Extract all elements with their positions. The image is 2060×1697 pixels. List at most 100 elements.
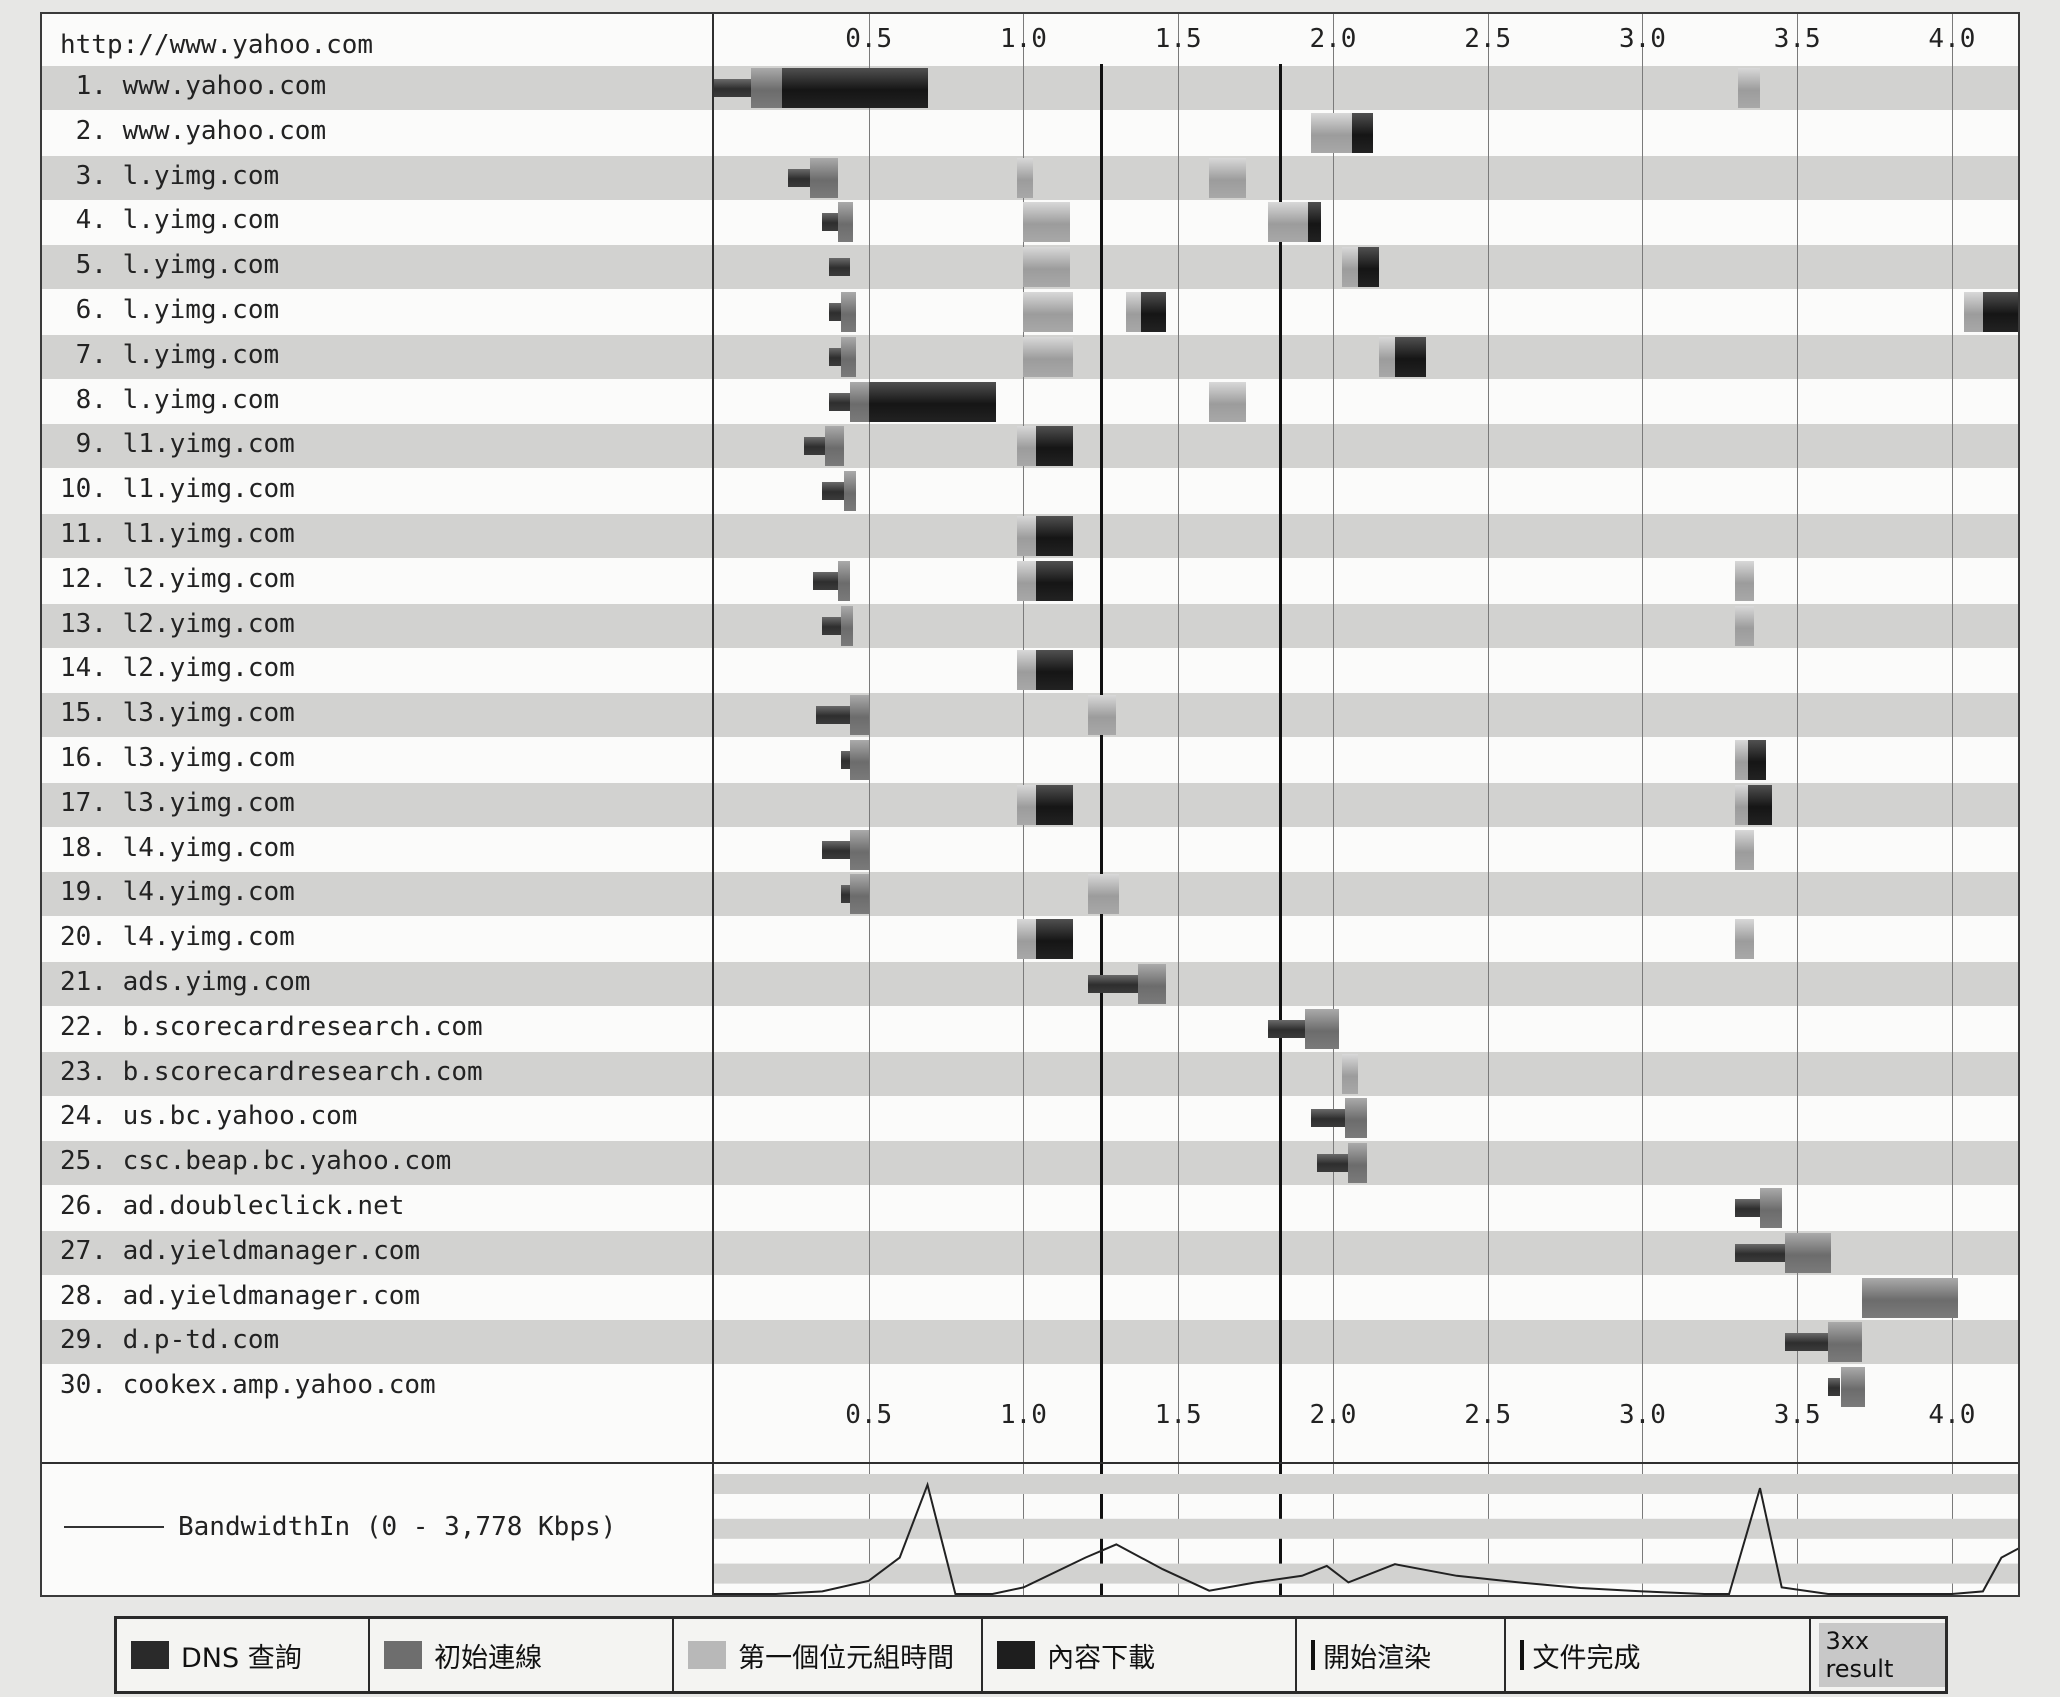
request-label: 5. l.yimg.com: [60, 250, 280, 281]
dns-segment: [1828, 1378, 1841, 1397]
legend-start-render: 開始渲染: [1297, 1619, 1507, 1691]
start-render-marker: [1099, 64, 1103, 1595]
ttfb-segment: [1379, 336, 1395, 377]
ttfb-segment: [1017, 560, 1036, 601]
request-label: 30. cookex.amp.yahoo.com: [60, 1370, 436, 1401]
connect-segment: [1784, 1232, 1832, 1273]
ttfb-segment: [1023, 202, 1070, 243]
connect-segment: [840, 292, 857, 332]
dns-segment: [840, 885, 851, 904]
ttfb-segment: [1023, 336, 1073, 377]
dns-segment: [840, 751, 851, 769]
dns-segment: [788, 168, 810, 187]
connect-segment: [840, 336, 857, 377]
download-segment: [1035, 560, 1073, 601]
download-segment: [1394, 336, 1426, 377]
request-label: 3. l.yimg.com: [60, 160, 280, 191]
request-label: 21. ads.yimg.com: [60, 967, 311, 997]
dns-segment: [813, 571, 838, 590]
connect-segment: [850, 874, 869, 915]
connect-segment: [843, 471, 857, 512]
x-tick-label: 1.5: [1154, 1400, 1202, 1430]
connect-segment: [837, 202, 854, 243]
ttfb-segment: [1017, 919, 1036, 960]
request-label: 12. l2.yimg.com: [60, 563, 295, 594]
gridline: [1487, 14, 1489, 1595]
connect-segment: [850, 381, 869, 422]
download-segment: [1035, 650, 1073, 691]
bandwidth-stripe: [714, 1518, 2018, 1539]
legend-connect-label: 初始連線: [434, 1642, 543, 1674]
dns-segment: [828, 303, 841, 321]
dns-segment: [1735, 1243, 1785, 1262]
legend-redirect-label: 3xx result: [1819, 1623, 1946, 1687]
legend-start-render-label: 開始渲染: [1323, 1642, 1432, 1674]
request-label: 11. l1.yimg.com: [60, 519, 295, 549]
connect-segment: [1345, 1098, 1367, 1139]
x-tick-label: 2.0: [1309, 1400, 1357, 1430]
dns-segment: [816, 706, 851, 725]
bandwidth-stripe: [714, 1563, 2018, 1584]
legend-dns-label: DNS 查詢: [181, 1642, 302, 1674]
legend-redirect: 3xx result: [1811, 1619, 1946, 1691]
dns-segment: [822, 213, 838, 232]
ttfb-segment: [1088, 695, 1117, 736]
dns-segment: [1267, 1019, 1306, 1038]
ttfb-segment: [1017, 426, 1036, 467]
x-tick-label: 2.0: [1309, 24, 1357, 54]
legend-dns: DNS 查詢: [117, 1619, 371, 1691]
bandwidth-graph: [714, 1474, 2018, 1595]
request-label: 25. csc.beap.bc.yahoo.com: [60, 1146, 452, 1177]
download-swatch: [997, 1641, 1036, 1669]
ttfb-segment: [1342, 247, 1358, 288]
connect-segment: [1840, 1367, 1866, 1408]
request-label: 27. ad.yieldmanager.com: [60, 1235, 421, 1266]
x-tick-label: 0.5: [845, 24, 893, 54]
legend-connect: 初始連線: [370, 1619, 675, 1691]
ttfb-segment: [1017, 157, 1033, 198]
request-label: 19. l4.yimg.com: [60, 877, 295, 908]
dns-swatch: [131, 1641, 169, 1669]
row-stripe: [42, 693, 2018, 738]
x-tick-label: 4.0: [1928, 1400, 1976, 1430]
legend-ttfb: 第一個位元組時間: [674, 1619, 984, 1691]
gridline: [1178, 14, 1180, 1595]
ttfb-segment: [1017, 650, 1036, 691]
ttfb-segment: [1735, 605, 1754, 646]
gridline: [868, 14, 870, 1595]
ttfb-segment: [1738, 68, 1761, 108]
gridline: [1951, 14, 1953, 1595]
gridline: [1797, 14, 1799, 1595]
download-segment: [1351, 112, 1374, 153]
ttfb-segment: [1735, 560, 1754, 601]
request-label: 20. l4.yimg.com: [60, 922, 295, 953]
request-label: 6. l.yimg.com: [60, 295, 280, 325]
x-tick-label: 4.0: [1928, 24, 1976, 54]
x-tick-label: 3.0: [1618, 24, 1666, 54]
download-segment: [1982, 292, 2018, 332]
bandwidth-label: BandwidthIn (0 - 3,778 Kbps): [178, 1512, 617, 1542]
ttfb-segment: [1735, 919, 1754, 960]
doc-complete-swatch: [1520, 1640, 1525, 1670]
bandwidth-line-swatch: [64, 1526, 164, 1528]
ttfb-segment: [1023, 247, 1070, 288]
row-stripe: [42, 1320, 2018, 1365]
dns-segment: [1735, 1199, 1761, 1217]
ttfb-segment: [1209, 157, 1247, 198]
ttfb-segment: [1735, 740, 1748, 780]
ttfb-segment: [1311, 112, 1352, 153]
connect-segment: [751, 68, 783, 108]
download-segment: [1141, 292, 1166, 332]
page-url: http://www.yahoo.com: [60, 30, 374, 60]
gridline: [1642, 14, 1644, 1595]
connect-segment: [850, 695, 869, 736]
legend-ttfb-label: 第一個位元組時間: [738, 1642, 955, 1674]
connect-segment: [850, 740, 869, 780]
legend: DNS 查詢 初始連線 第一個位元組時間 內容下載 開始渲染 文件完成 3xx …: [114, 1616, 1948, 1694]
download-segment: [1035, 784, 1073, 825]
connect-segment: [837, 560, 851, 601]
row-stripe: [42, 1141, 2018, 1186]
request-label: 16. l3.yimg.com: [60, 743, 295, 773]
row-stripe: [42, 962, 2018, 1006]
request-label: 29. d.p-td.com: [60, 1325, 280, 1356]
